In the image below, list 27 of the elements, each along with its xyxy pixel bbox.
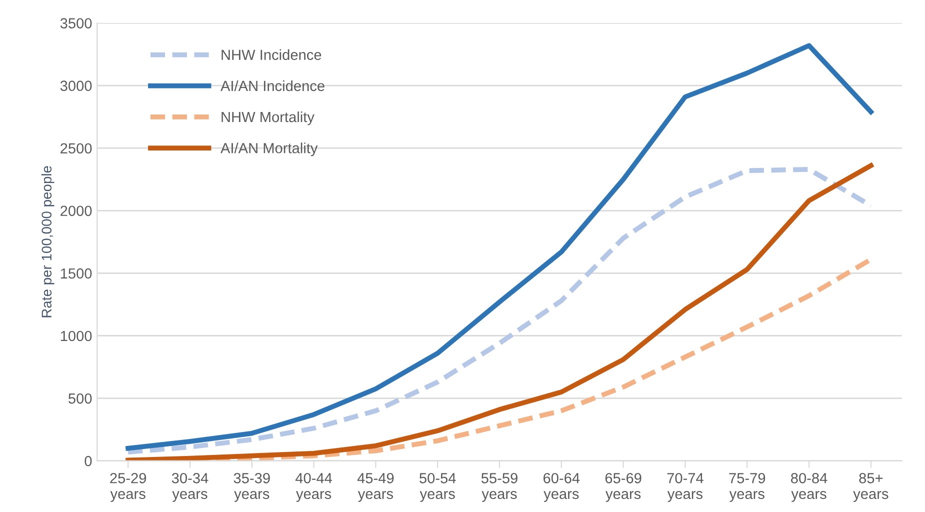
y-tick-label: 1000: [60, 330, 92, 342]
x-tick-label: 45-49 years: [357, 472, 394, 502]
x-tick-label: 65-69 years: [605, 472, 642, 502]
x-tick-label: 80-84 years: [791, 472, 828, 502]
x-tick-label: 60-64 years: [543, 472, 580, 502]
y-tick-label: 3500: [60, 18, 92, 28]
x-tick-label: 30-34 years: [172, 472, 208, 502]
legend-label: NHW Incidence: [222, 49, 322, 60]
y-tick-label: 500: [68, 393, 92, 404]
y-axis-title: Rate per 100,000 people: [41, 166, 54, 318]
legend-label: AI/AN Mortality: [220, 142, 318, 156]
x-tick-label: 40-44 years: [295, 472, 332, 502]
x-tick-label: 25-29 years: [110, 472, 146, 502]
y-tick-label: 0: [84, 456, 92, 466]
x-tick-label: 55-59 years: [481, 472, 518, 502]
y-tick-label: 2000: [60, 206, 92, 216]
line-series: [126, 43, 874, 451]
x-tick-label: 70-74 years: [667, 472, 704, 502]
y-tick-label: 3000: [60, 80, 92, 92]
x-tick-label: 35-39 years: [234, 472, 270, 502]
y-tick-label: 2500: [60, 143, 92, 154]
legend-label: AI/AN Incidence: [220, 80, 324, 92]
y-tick-label: 1500: [60, 268, 92, 279]
x-tick-label: 50-54 years: [420, 472, 456, 502]
x-tick-label: 85+ years: [853, 472, 888, 502]
x-tick-label: 75-79 years: [729, 472, 766, 502]
legend-label: NHW Mortality: [222, 111, 314, 126]
